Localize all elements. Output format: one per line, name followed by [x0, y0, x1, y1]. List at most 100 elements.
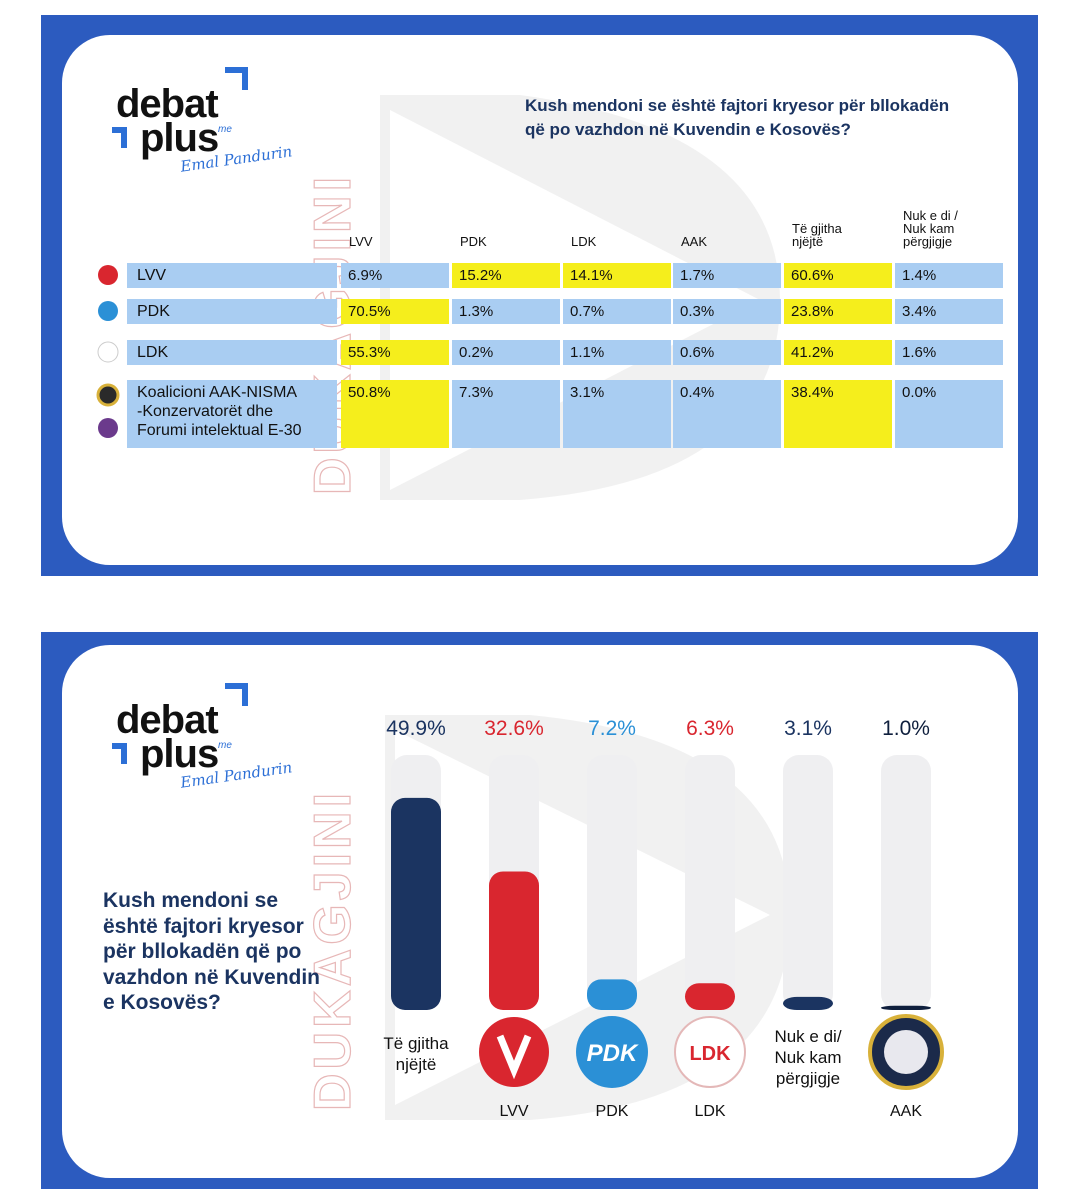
table-value: 38.4% — [791, 384, 834, 401]
table-cell — [673, 299, 781, 324]
bar-track — [881, 755, 931, 1010]
table-value: 7.3% — [459, 384, 494, 401]
column-header: Të gjitha njëjtë — [792, 221, 842, 249]
logo-mark — [112, 67, 248, 148]
brand-line1: debat — [116, 698, 219, 742]
table-value: 23.8% — [791, 303, 834, 320]
party-logo — [96, 383, 120, 407]
chart-title: Kush mendoni se është fajtori kryesor pë… — [103, 889, 321, 1014]
table-value: 6.9% — [348, 267, 383, 284]
bar-track — [783, 755, 833, 1010]
table-cell — [452, 340, 560, 365]
brand-prefix: me — [218, 740, 232, 751]
x-tick-label: PDK — [595, 1103, 629, 1120]
row-label: PDK — [137, 303, 170, 320]
party-logo-text: PDK — [587, 1040, 639, 1067]
table-cell — [895, 263, 1003, 288]
x-tick-label: Të gjitha njëjtë — [383, 1034, 449, 1074]
party-logo-text: LDK — [689, 1043, 731, 1065]
table-cell — [341, 340, 449, 365]
bar — [685, 983, 735, 1010]
table-cell — [895, 299, 1003, 324]
table-cell — [341, 263, 449, 288]
value-label: 32.6% — [484, 717, 544, 740]
logo-mark — [112, 683, 248, 764]
table-value: 1.6% — [902, 344, 937, 361]
table-title: Kush mendoni se është fajtori kryesor pë… — [525, 96, 950, 139]
table-cell — [895, 340, 1003, 365]
table-value: 15.2% — [459, 267, 502, 284]
table-cell — [895, 380, 1003, 448]
table-cell — [673, 380, 781, 448]
table-cell — [563, 299, 671, 324]
row-label: Koalicioni AAK-NISMA -Konzervatorët dhe … — [137, 384, 302, 439]
table-value: 0.0% — [902, 384, 937, 401]
bar — [881, 1005, 931, 1010]
table-cell — [784, 380, 892, 448]
value-label: 7.2% — [588, 717, 636, 740]
table-cell — [784, 263, 892, 288]
table-value: 14.1% — [570, 267, 613, 284]
table-cell — [784, 299, 892, 324]
table-value: 1.7% — [680, 267, 715, 284]
party-logo — [98, 418, 118, 438]
table-value: 0.6% — [680, 344, 715, 361]
table-value: 3.1% — [570, 384, 605, 401]
value-label: 1.0% — [882, 717, 930, 740]
bar — [783, 996, 833, 1010]
party-logo — [884, 1030, 928, 1074]
party-logo — [576, 1016, 648, 1088]
table-cell — [563, 263, 671, 288]
party-logo — [479, 1017, 549, 1087]
bar-track — [587, 755, 637, 1010]
party-logo — [674, 1016, 746, 1088]
row-label-cell — [127, 380, 337, 448]
panel — [62, 645, 1018, 1178]
brand-line1: debat — [116, 82, 219, 126]
column-header: Nuk e di / Nuk kam përgjigje — [903, 208, 958, 249]
column-header: LDK — [571, 234, 597, 249]
column-header: AAK — [681, 234, 708, 249]
column-header: PDK — [460, 234, 487, 249]
bar-track — [685, 755, 735, 1010]
table-cell — [673, 340, 781, 365]
table-value: 0.2% — [459, 344, 494, 361]
row-label: LVV — [137, 267, 167, 284]
party-logo — [496, 1034, 532, 1080]
bar — [391, 797, 441, 1010]
brand-prefix: me — [218, 124, 232, 135]
bar — [587, 979, 637, 1010]
watermark: DUKAGJINI — [304, 789, 362, 1111]
table-value: 0.3% — [680, 303, 715, 320]
table-cell — [341, 299, 449, 324]
table-value: 0.4% — [680, 384, 715, 401]
table-cell — [563, 340, 671, 365]
table-cell — [784, 340, 892, 365]
party-logo — [97, 341, 119, 363]
value-label: 49.9% — [386, 717, 446, 740]
value-label: 3.1% — [784, 717, 832, 740]
table-cell — [341, 380, 449, 448]
table-value: 3.4% — [902, 303, 937, 320]
bar — [489, 871, 539, 1010]
x-tick-label: Nuk e di/ Nuk kam përgjigje — [774, 1027, 842, 1088]
table-value: 50.8% — [348, 384, 391, 401]
table-value: 0.7% — [570, 303, 605, 320]
table-value: 1.1% — [570, 344, 605, 361]
table-value: 1.3% — [459, 303, 494, 320]
table-cell — [563, 380, 671, 448]
party-logo — [98, 301, 118, 321]
table-value: 70.5% — [348, 303, 391, 320]
row-label: LDK — [137, 344, 169, 361]
table-value: 41.2% — [791, 344, 834, 361]
table-value: 55.3% — [348, 344, 391, 361]
table-cell — [452, 299, 560, 324]
party-logo — [98, 265, 118, 285]
table-cell — [452, 263, 560, 288]
value-label: 6.3% — [686, 717, 734, 740]
column-header: LVV — [349, 234, 373, 249]
row-label-cell — [127, 299, 337, 324]
brand-line2: plus — [140, 116, 219, 160]
